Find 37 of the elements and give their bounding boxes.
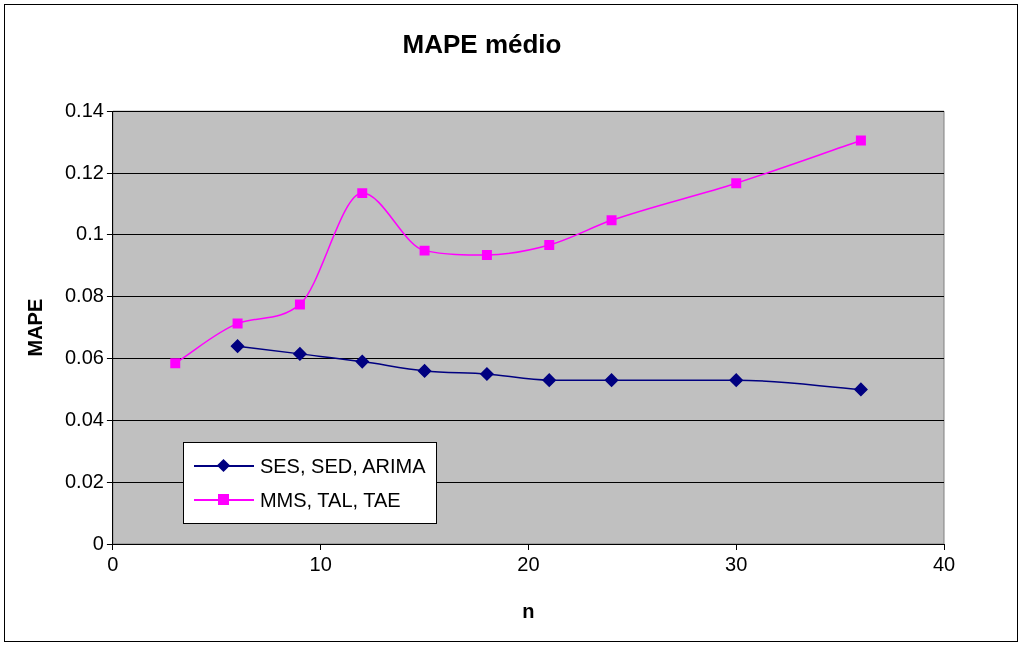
point	[293, 347, 307, 361]
point	[417, 364, 432, 378]
y-axis-title: MAPE	[23, 298, 46, 357]
x-axis-title: n	[522, 599, 535, 622]
y-tick-label: 0.1	[76, 222, 104, 245]
point	[606, 215, 617, 226]
y-tick-label: 0.06	[64, 346, 104, 369]
x-tick-label: 0	[107, 552, 119, 575]
point	[480, 367, 494, 381]
y-tick-label: 0.04	[64, 407, 104, 430]
point	[855, 135, 866, 146]
chart-title: MAPE médio	[402, 28, 562, 59]
point	[170, 358, 181, 369]
x-tick-label: 40	[932, 552, 956, 575]
y-tick-label: 0.02	[64, 469, 104, 492]
point	[729, 373, 743, 387]
x-tick-label: 10	[309, 552, 332, 575]
legend-label: MMS, TAL, TAE	[259, 488, 401, 512]
point	[731, 178, 742, 189]
x-tick-label: 30	[725, 552, 748, 575]
point	[544, 240, 555, 251]
point	[481, 249, 492, 260]
point	[294, 299, 305, 310]
point	[419, 245, 430, 256]
point	[542, 373, 556, 387]
point	[232, 318, 243, 329]
point	[357, 188, 368, 199]
y-tick-label: 0.14	[64, 98, 104, 121]
point	[355, 354, 369, 369]
legend-label: SES, SED, ARIMA	[259, 454, 426, 478]
point	[230, 339, 245, 353]
point	[604, 373, 619, 387]
x-tick-label: 20	[517, 552, 540, 575]
point	[854, 382, 868, 397]
y-tick-label: 0	[92, 531, 104, 554]
y-tick-label: 0.12	[64, 160, 104, 183]
y-tick-label: 0.08	[64, 284, 104, 307]
